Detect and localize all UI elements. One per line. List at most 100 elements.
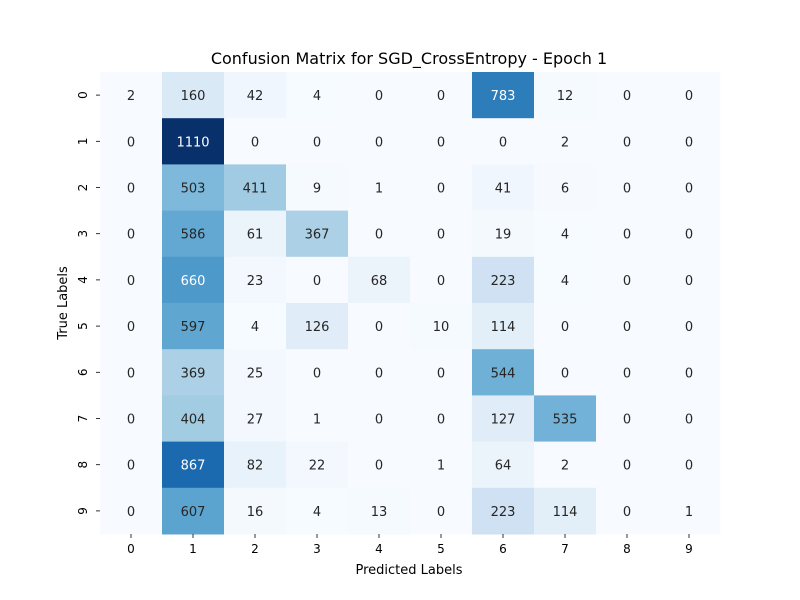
cell-value-label: 0 [623,274,631,289]
heatmap-cell [286,349,349,396]
cell-value-label: 0 [685,413,693,428]
heatmap-cell [224,256,287,304]
x-tick-label: 2 [251,542,259,556]
heatmap-cell [658,349,721,396]
cell-value-label: 0 [685,135,693,150]
cell-value-label: 9 [313,182,321,197]
heatmap-cell [410,210,473,258]
cell-value-label: 0 [375,320,383,335]
cell-value-label: 23 [247,274,264,289]
y-axis-label: True Labels [56,266,71,341]
heatmap-cell [534,487,597,535]
cell-value-label: 0 [127,505,135,520]
cell-value-label: 25 [247,366,264,381]
heatmap-cell [596,441,659,489]
heatmap-cell [162,210,225,258]
heatmap-cell [162,256,225,304]
heatmap-cell [596,349,659,396]
cell-value-label: 0 [313,366,321,381]
heatmap-cell [224,395,287,443]
x-axis-label: Predicted Labels [355,563,462,578]
heatmap-cells [100,72,721,535]
cell-value-label: 22 [309,459,326,474]
cell-value-label: 0 [437,413,445,428]
heatmap-cell [596,72,659,119]
cell-value-label: 0 [623,413,631,428]
y-tick-label: 3 [76,230,90,238]
heatmap-cell [100,395,163,443]
heatmap-cell [162,395,225,443]
cell-value-label: 0 [623,182,631,197]
cell-value-label: 0 [685,182,693,197]
heatmap-cell [286,395,349,443]
heatmap-cell [658,164,721,212]
x-axis: 0 1 2 3 4 5 6 7 8 9 [127,534,693,556]
cell-value-label: 0 [313,135,321,150]
cell-value-label: 0 [623,366,631,381]
heatmap-cell-labels: 2 160 42 4 0 0 783 12 0 00 1110 0 0 0 0 0 2 0 00 503 411 9 1 0 4… [127,89,693,520]
heatmap-cell [100,487,163,535]
heatmap-cell [348,395,411,443]
heatmap-cell [410,118,473,165]
heatmap-cell [100,303,163,350]
cell-value-label: 160 [181,89,206,104]
heatmap-cell [348,303,411,350]
cell-value-label: 16 [247,505,264,520]
cell-value-label: 367 [305,228,330,243]
heatmap-cell [596,303,659,350]
cell-value-label: 0 [561,320,569,335]
heatmap-cell [100,256,163,304]
heatmap-cell [534,303,597,350]
heatmap-cell [100,349,163,396]
heatmap-cell [596,164,659,212]
cell-value-label: 82 [247,459,264,474]
cell-value-label: 607 [181,505,206,520]
cell-value-label: 223 [491,505,516,520]
heatmap-cell [534,72,597,119]
cell-value-label: 0 [313,274,321,289]
cell-value-label: 0 [437,135,445,150]
chart-title: Confusion Matrix for SGD_CrossEntropy - … [211,49,607,69]
cell-value-label: 0 [375,135,383,150]
heatmap-cell [534,210,597,258]
y-tick-label: 0 [76,91,90,99]
cell-value-label: 0 [127,135,135,150]
heatmap-cell [348,349,411,396]
cell-value-label: 544 [491,366,516,381]
cell-value-label: 0 [127,274,135,289]
cell-value-label: 0 [437,274,445,289]
heatmap-cell [472,164,535,212]
cell-value-label: 114 [553,505,578,520]
cell-value-label: 1 [437,459,445,474]
cell-value-label: 535 [553,413,578,428]
cell-value-label: 0 [127,182,135,197]
heatmap-cell [410,487,473,535]
heatmap-cell [658,118,721,165]
heatmap-cell [162,72,225,119]
heatmap-cell [534,349,597,396]
heatmap-cell [596,256,659,304]
cell-value-label: 0 [437,505,445,520]
y-tick-label: 6 [76,368,90,376]
heatmap-cell [534,256,597,304]
heatmap-cell [100,164,163,212]
cell-value-label: 411 [243,182,268,197]
cell-value-label: 0 [127,413,135,428]
heatmap-cell [658,303,721,350]
cell-value-label: 1110 [176,135,209,150]
x-tick-label: 0 [127,542,135,556]
heatmap-cell [658,395,721,443]
heatmap-cell [658,210,721,258]
cell-value-label: 61 [247,228,264,243]
x-tick-label: 8 [623,542,631,556]
cell-value-label: 0 [685,320,693,335]
heatmap-cell [224,72,287,119]
heatmap-cell [162,118,225,165]
cell-value-label: 4 [561,274,569,289]
heatmap-cell [224,441,287,489]
cell-value-label: 126 [305,320,330,335]
cell-value-label: 64 [495,459,512,474]
y-tick-label: 7 [76,415,90,423]
heatmap-cell [472,303,535,350]
